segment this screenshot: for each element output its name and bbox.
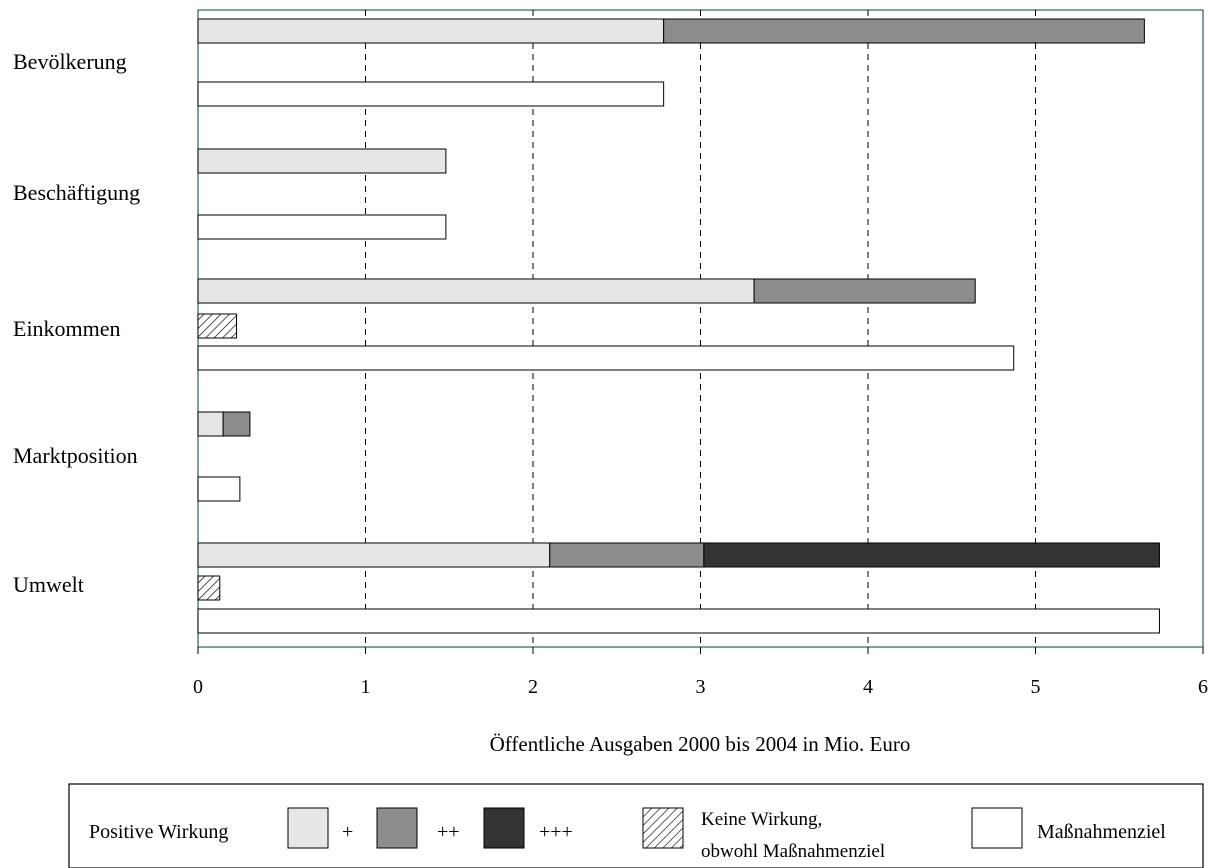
bar-marktposition-plus xyxy=(197,411,224,437)
legend-swatch-plus xyxy=(287,807,329,849)
bar-umwelt-plusplusplus xyxy=(703,542,1160,568)
legend-label-hatched-line2: obwohl Maßnahmenziel xyxy=(701,841,885,862)
bar-beschaeftigung-plus xyxy=(197,148,447,174)
x-tick-label-1: 1 xyxy=(361,676,371,698)
x-axis: 0 1 2 3 4 5 6 xyxy=(193,647,1208,698)
legend-label-plusplus: ++ xyxy=(437,821,460,843)
bar-einkommen-target xyxy=(197,345,1015,371)
bar-marktposition-plusplus xyxy=(222,411,251,437)
bars xyxy=(197,18,1160,634)
category-label-beschaeftigung: Beschäftigung xyxy=(13,180,140,205)
legend-label-hatched-line1: Keine Wirkung, xyxy=(701,809,822,830)
x-tick-label-6: 6 xyxy=(1198,676,1208,698)
legend-swatch-plusplusplus xyxy=(483,807,525,849)
legend: Positive Wirkung + ++ +++ Keine Wirkung,… xyxy=(68,783,1204,868)
x-tick-label-0: 0 xyxy=(193,676,203,698)
category-label-marktposition: Marktposition xyxy=(13,443,138,468)
bar-umwelt-plus xyxy=(197,542,551,568)
bar-bevoelkerung-target xyxy=(197,81,665,107)
bar-einkommen-plus xyxy=(197,278,755,304)
bar-bevoelkerung-plusplus xyxy=(663,18,1145,44)
bar-umwelt-no-effect xyxy=(197,575,221,601)
bar-einkommen-plusplus xyxy=(753,278,976,304)
category-labels: Bevölkerung Beschäftigung Einkommen Marktpo… xyxy=(13,49,140,597)
bar-umwelt-target xyxy=(197,608,1160,634)
x-tick-label-5: 5 xyxy=(1031,676,1041,698)
legend-label-plusplusplus: +++ xyxy=(539,821,573,843)
category-label-umwelt: Umwelt xyxy=(13,572,84,597)
bar-einkommen-no-effect xyxy=(197,313,238,339)
bar-umwelt-plusplus xyxy=(549,542,705,568)
legend-group-label: Positive Wirkung xyxy=(89,821,228,843)
legend-swatch-hatched xyxy=(642,807,684,849)
x-tick-label-2: 2 xyxy=(528,676,538,698)
bar-beschaeftigung-target xyxy=(197,214,447,240)
gridlines xyxy=(365,10,1036,647)
bar-bevoelkerung-plus xyxy=(197,18,665,44)
legend-label-target: Maßnahmenziel xyxy=(1037,821,1166,843)
legend-swatch-target xyxy=(971,807,1023,849)
x-axis-title: Öffentliche Ausgaben 2000 bis 2004 in Mi… xyxy=(490,732,911,756)
bar-marktposition-target xyxy=(197,476,241,502)
legend-swatch-plusplus xyxy=(376,807,418,849)
x-tick-label-4: 4 xyxy=(863,676,873,698)
x-tick-label-3: 3 xyxy=(696,676,706,698)
legend-frame xyxy=(68,783,1204,868)
category-label-bevoelkerung: Bevölkerung xyxy=(13,49,127,74)
category-label-einkommen: Einkommen xyxy=(13,316,121,341)
legend-label-plus: + xyxy=(342,821,353,843)
